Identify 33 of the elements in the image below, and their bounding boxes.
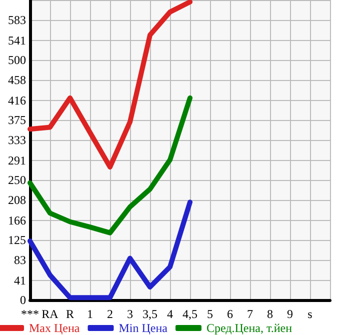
y-tick-label: 41: [14, 273, 26, 288]
x-tick-label: 2: [107, 307, 113, 321]
legend-label: Max Цена: [29, 321, 80, 335]
x-tick-label: 3: [127, 307, 133, 321]
legend-label: Сред.Цена, т.йен: [206, 321, 293, 335]
x-tick-label: 6: [227, 307, 233, 321]
y-tick-label: 416: [8, 93, 26, 108]
y-tick-label: 375: [8, 113, 26, 127]
y-tick-label: 0: [20, 293, 26, 307]
legend-label: Min Цена: [118, 321, 168, 335]
x-tick-label: 9: [287, 307, 293, 321]
x-tick-label: 4: [167, 307, 173, 321]
x-tick-label: 4,5: [182, 307, 198, 321]
y-tick-label: 166: [8, 213, 26, 228]
x-tick-label: R: [66, 307, 74, 321]
x-tick-label: 1: [87, 307, 93, 321]
y-tick-label: 250: [8, 173, 26, 187]
x-tick-label: ***: [21, 307, 39, 321]
y-tick-label: 208: [8, 193, 26, 208]
y-tick-label: 333: [8, 133, 26, 148]
y-tick-label: 291: [8, 153, 26, 168]
y-tick-label: 458: [8, 73, 26, 88]
x-tick-label: 3,5: [142, 307, 158, 321]
x-tick-label: 5: [207, 307, 213, 321]
x-tick-label: 8: [267, 307, 273, 321]
x-tick-label: 7: [247, 307, 253, 321]
y-tick-label: 541: [8, 33, 26, 48]
y-tick-label: 83: [14, 253, 26, 268]
y-tick-label: 583: [8, 13, 26, 28]
x-tick-label: s: [308, 307, 313, 321]
x-tick-label: RA: [42, 307, 59, 321]
y-tick-label: 125: [8, 233, 26, 247]
y-tick-label: 500: [8, 53, 26, 67]
